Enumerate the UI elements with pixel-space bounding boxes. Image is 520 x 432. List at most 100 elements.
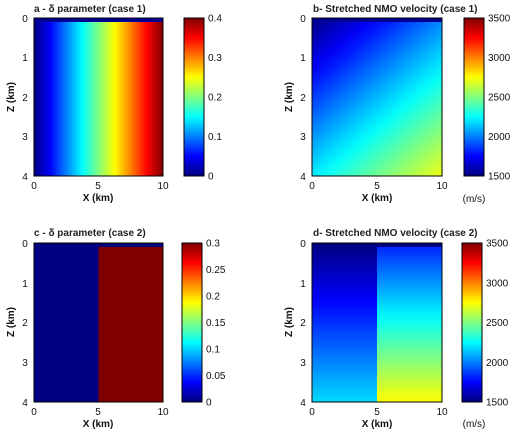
colorbar-tick-label: 0.1 [206,345,220,356]
panel-d-xtick: 0 [309,407,315,418]
panel-b-ytick: 1 [300,53,306,64]
colorbar-tick-label: 0.3 [208,53,222,64]
panel-d-xtick: 5 [374,407,380,418]
panel-c-xlabel: X (km) [83,419,114,430]
panel-b-cbar-unit: (m/s) [463,194,486,205]
panel-c-colorbar [182,243,202,402]
panel-c-ytick: 4 [22,398,28,409]
panel-c-ylabel: Z (km) [6,307,17,337]
panel-b-title: b- Stretched NMO velocity (case 1) [313,4,478,15]
panel-a-ylabel: Z (km) [6,82,17,112]
colorbar-tick-label: 0.2 [206,292,220,303]
panel-b-colorbar-frame [463,17,485,177]
panel-b-ylabel: Z (km) [284,82,295,112]
panel-a-colorbar [184,18,204,176]
panel-d-cbar-ticks: 1500 2000 2500 3000 3500 [486,239,509,409]
panel-d-yticks: 0 1 2 3 4 [300,239,306,409]
panel-c-top-strip [34,243,163,247]
panel-a-xtick: 10 [157,181,169,192]
panel-b-cbar-ticks: 1500 2000 2500 3000 3500 [488,14,511,183]
panel-a-ytick: 4 [22,172,28,183]
panel-a: a - δ parameter (case 1) 0 1 2 3 4 Z (km… [6,4,222,204]
panel-d-ytick: 3 [300,358,306,369]
panel-c: c - δ parameter (case 2) 0 1 2 3 4 Z (km… [6,228,226,430]
panel-a-yticks: 0 1 2 3 4 [22,14,28,183]
panel-c-frame [33,242,164,403]
panel-d-title: d- Stretched NMO velocity (case 2) [313,228,478,239]
panel-c-yticks: 0 1 2 3 4 [22,239,28,409]
panel-a-frame [33,17,164,177]
panel-d-ytick: 1 [300,279,306,290]
panel-c-right-block [98,246,163,402]
panel-a-cbar-ticks: 0 0.1 0.2 0.3 0.4 [208,14,222,183]
colorbar-tick-label: 0.3 [206,239,220,250]
panel-b-ytick: 2 [300,93,306,104]
panel-c-ytick: 3 [22,358,28,369]
colorbar-tick-label: 0 [206,398,212,409]
colorbar-tick-label: 2500 [486,318,509,329]
colorbar-tick-label: 0.4 [208,14,222,25]
panel-c-xtick: 5 [95,407,101,418]
panel-d-xtick: 10 [436,407,448,418]
panel-d-colorbar-frame [461,242,483,403]
panel-b-ytick: 4 [300,172,306,183]
panel-b-yticks: 0 1 2 3 4 [300,14,306,183]
colorbar-tick-label: 0.2 [208,93,222,104]
colorbar-tick-label: 3500 [486,239,509,250]
panel-d-colorbar [462,243,482,402]
colorbar-tick-label: 3000 [486,278,509,289]
panel-b-xticks: 0 5 10 [309,181,448,192]
panel-d-frame [311,242,443,403]
panel-b-xtick: 5 [374,181,380,192]
panel-a-ytick: 1 [22,53,28,64]
colorbar-tick-label: 0.1 [208,132,222,143]
panel-c-cbar-ticks: 0 0.05 0.1 0.15 0.2 0.25 0.3 [206,239,226,409]
panel-d-ylabel: Z (km) [284,307,295,337]
panel-a-xtick: 0 [31,181,37,192]
panel-a-ytick: 0 [22,14,28,25]
panel-b-ytick: 0 [300,14,306,25]
panel-c-ytick: 2 [22,318,28,329]
colorbar-tick-label: 0.25 [206,265,226,276]
panel-d-ytick: 0 [300,239,306,250]
panel-d-cbar-unit: (m/s) [463,419,486,430]
colorbar-tick-label: 2000 [488,132,511,143]
panel-b-heatmap [312,18,442,176]
panel-a-xticks: 0 5 10 [31,181,169,192]
panel-d-right-block [377,243,442,402]
panel-b-xtick: 0 [309,181,315,192]
panel-d-top-strip [312,243,442,247]
colorbar-tick-label: 1500 [488,172,511,183]
panel-d-xlabel: X (km) [362,419,393,430]
panel-a-ytick: 2 [22,93,28,104]
panel-b-top-strip [312,18,442,22]
panel-d-xticks: 0 5 10 [309,407,448,418]
panel-a-ytick: 3 [22,132,28,143]
colorbar-tick-label: 3000 [488,53,511,64]
panel-d: d- Stretched NMO velocity (case 2) 0 1 2… [284,228,509,430]
panel-d-ytick: 4 [300,398,306,409]
colorbar-tick-label: 3500 [488,14,511,25]
colorbar-tick-label: 1500 [486,398,509,409]
panel-b-ytick: 3 [300,132,306,143]
panel-b-xlabel: X (km) [362,193,393,204]
colorbar-tick-label: 0 [208,172,214,183]
panel-b: b- Stretched NMO velocity (case 1) 0 1 2… [284,4,511,205]
panel-b-xtick: 10 [436,181,448,192]
panel-c-xticks: 0 5 10 [31,407,169,418]
panel-c-ytick: 0 [22,239,28,250]
panel-c-ytick: 1 [22,279,28,290]
panel-a-title: a - δ parameter (case 1) [34,4,146,15]
colorbar-tick-label: 2000 [486,358,509,369]
panel-a-heatmap [34,18,163,176]
panel-c-xtick: 10 [157,407,169,418]
panel-b-frame [311,17,443,177]
colorbar-tick-label: 2500 [488,93,511,104]
panel-d-ytick: 2 [300,318,306,329]
panel-c-colorbar-frame [181,242,203,403]
panel-c-xtick: 0 [31,407,37,418]
colorbar-tick-label: 0.05 [206,371,226,382]
panel-a-top-strip [34,18,163,22]
panel-b-colorbar [464,18,484,176]
